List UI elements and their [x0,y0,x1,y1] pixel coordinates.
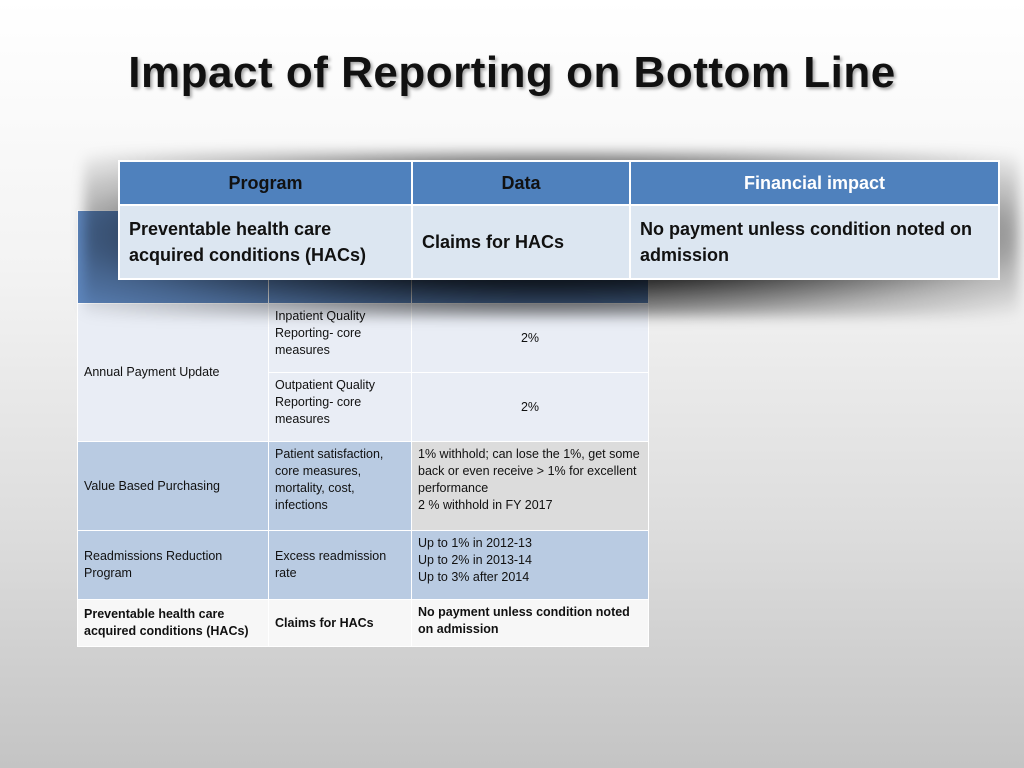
program-cell: Readmissions Reduction Program [77,530,269,600]
data-cell: Outpatient Quality Reporting- core measu… [268,372,412,442]
impact-cell: No payment unless condition noted on adm… [411,599,649,647]
table-row: Preventable health care acquired conditi… [77,599,649,647]
header-data: Data [411,160,631,206]
program-cell: Annual Payment Update [77,303,269,442]
table-row: Outpatient Quality Reporting- core measu… [78,372,649,442]
data-cell: Claims for HACs [268,599,412,647]
impact-cell: No payment unless condition noted on adm… [629,204,1000,280]
header-financial-impact: Financial impact [629,160,1000,206]
data-cell: Excess readmission rate [268,530,412,600]
table-row: Readmissions Reduction Program Excess re… [77,530,649,600]
program-cell: Value Based Purchasing [77,441,269,531]
impact-cell: 2% [411,372,649,442]
table-row: Preventable health care acquired conditi… [118,204,1000,280]
header-row: Program Data Financial impact [118,160,1000,206]
impact-cell: 1% withhold; can lose the 1%, get some b… [411,441,649,531]
data-cell: Claims for HACs [411,204,631,280]
header-program: Program [118,160,413,206]
data-cell: Patient satisfaction, core measures, mor… [268,441,412,531]
impact-cell: Up to 1% in 2012-13 Up to 2% in 2013-14 … [411,530,649,600]
slide-title: Impact of Reporting on Bottom Line [128,48,896,97]
front-table: Program Data Financial impact Preventabl… [118,160,1000,280]
program-cell: Preventable health care acquired conditi… [118,204,413,280]
program-cell: Preventable health care acquired conditi… [77,599,269,647]
table-row: Value Based Purchasing Patient satisfact… [77,441,649,531]
